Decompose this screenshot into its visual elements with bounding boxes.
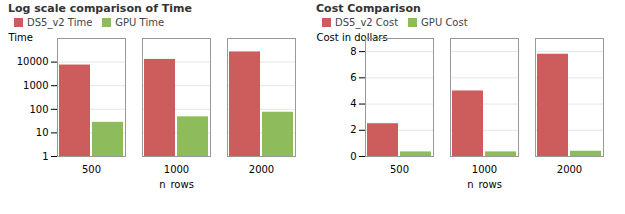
svg-text:6: 6 <box>350 72 356 83</box>
html-text:Cost Comparison: Cost Comparison <box>316 2 421 15</box>
svg-text:2000: 2000 <box>557 164 582 175</box>
svg-text:2000: 2000 <box>249 164 274 175</box>
svg-text:500: 500 <box>82 164 101 175</box>
html-text:DS5_v2 Cost: DS5_v2 Cost <box>335 17 399 28</box>
svg-text:Cost in dollars: Cost in dollars <box>317 32 388 43</box>
html-text:GPU Cost: GPU Cost <box>421 17 468 28</box>
svg-text:Time: Time <box>8 32 33 43</box>
svg-text:8: 8 <box>350 46 356 57</box>
svg-text:n_rows: n_rows <box>467 179 502 191</box>
svg-text:500: 500 <box>390 164 409 175</box>
svg-text:0: 0 <box>350 151 356 162</box>
svg-text:n_rows: n_rows <box>159 179 194 191</box>
svg-text:10000: 10000 <box>17 56 49 67</box>
html-text:GPU Time: GPU Time <box>115 17 165 28</box>
html-text:Log scale comparison of Time: Log scale comparison of Time <box>8 2 192 15</box>
svg-text:1000: 1000 <box>23 80 48 91</box>
svg-text:1: 1 <box>42 151 48 162</box>
svg-text:1000: 1000 <box>472 164 497 175</box>
html-text:DS5_v2 Time: DS5_v2 Time <box>27 17 93 28</box>
svg-text:10: 10 <box>36 127 49 138</box>
svg-text:1000: 1000 <box>164 164 189 175</box>
svg-text:4: 4 <box>350 98 356 109</box>
svg-text:100: 100 <box>29 104 48 115</box>
svg-text:2: 2 <box>350 124 356 135</box>
